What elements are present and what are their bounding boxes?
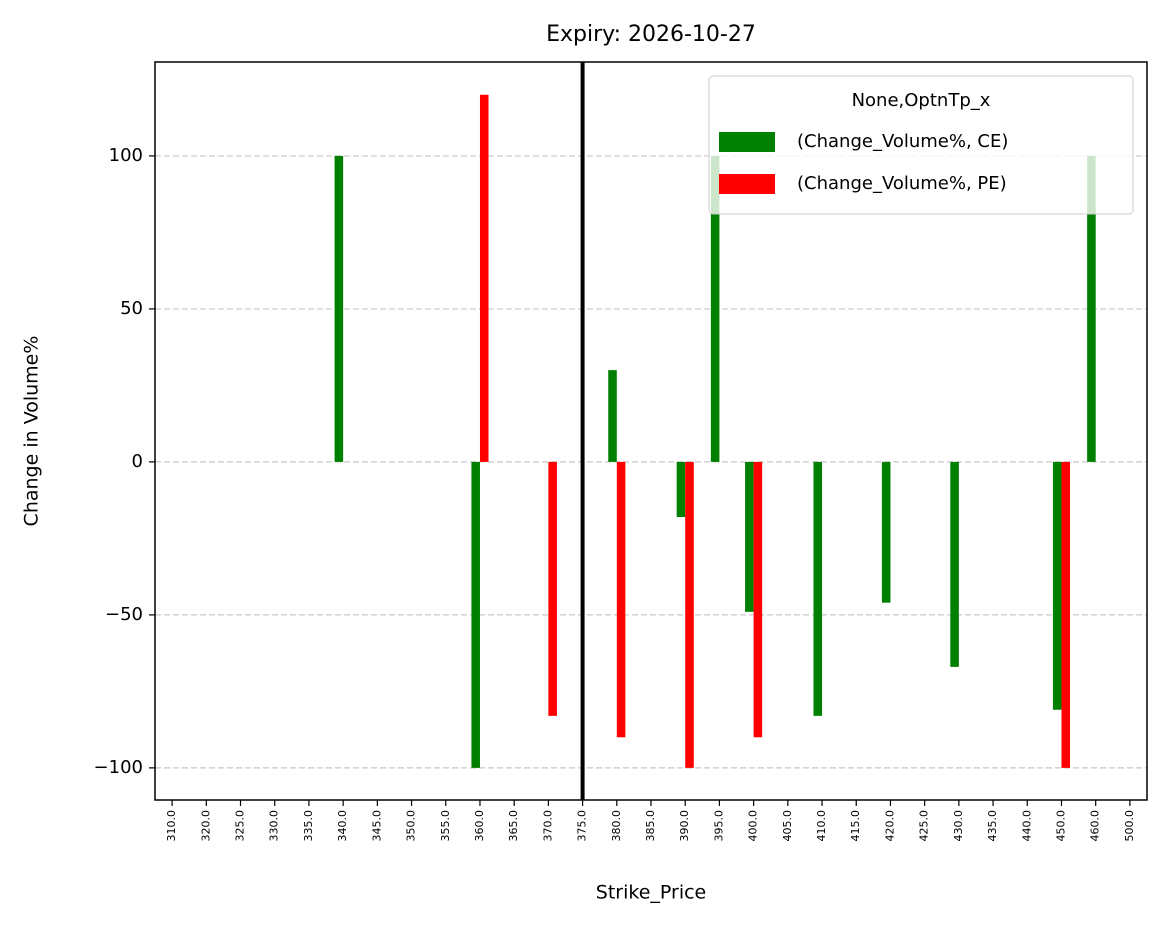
x-tick-label: 340.0 — [336, 810, 349, 842]
bar — [813, 461, 823, 716]
legend-label: (Change_Volume%, CE) — [797, 131, 1008, 152]
x-tick-label: 335.0 — [302, 810, 315, 842]
bar — [616, 461, 626, 738]
x-tick-label: 430.0 — [952, 810, 965, 842]
bar — [1061, 461, 1071, 768]
x-tick-label: 440.0 — [1020, 810, 1033, 842]
x-tick-label: 330.0 — [268, 810, 281, 842]
y-tick-label: 50 — [120, 298, 143, 319]
y-tick-label: 100 — [109, 145, 143, 166]
x-tick-label: 325.0 — [234, 810, 247, 842]
plot-frame — [154, 61, 1148, 801]
bar — [1052, 461, 1062, 710]
x-tick-label: 420.0 — [883, 810, 896, 842]
x-tick-label: 405.0 — [781, 810, 794, 842]
bar — [676, 461, 686, 517]
x-tick-label: 360.0 — [473, 810, 486, 842]
bar — [608, 370, 617, 462]
x-tick-label: 460.0 — [1089, 810, 1102, 842]
legend-label: (Change_Volume%, PE) — [797, 173, 1007, 194]
x-tick-label: 395.0 — [712, 810, 725, 842]
x-tick-label: 320.0 — [199, 810, 212, 842]
x-tick-label: 365.0 — [507, 810, 520, 842]
legend: None,OptnTp_x (Change_Volume%, CE) (Change… — [708, 75, 1134, 215]
bar — [950, 461, 959, 667]
bar — [471, 461, 480, 768]
bar — [548, 461, 557, 716]
x-axis-label: Strike_Price — [596, 882, 706, 904]
y-axis-label: Change in Volume% — [21, 336, 43, 527]
bar — [479, 94, 489, 462]
x-tick-label: 370.0 — [541, 810, 554, 842]
x-tick-label: 345.0 — [370, 810, 383, 842]
x-tick-label: 375.0 — [576, 810, 589, 842]
x-tick-label: 385.0 — [644, 810, 657, 842]
legend-title: None,OptnTp_x — [852, 90, 991, 111]
x-tick-label: 350.0 — [405, 810, 418, 842]
bar — [710, 155, 720, 462]
x-tick-label: 415.0 — [849, 810, 862, 842]
x-tick-label: 380.0 — [610, 810, 623, 842]
x-tick-label: 435.0 — [986, 810, 999, 842]
legend-swatch — [719, 174, 775, 194]
bar — [881, 461, 891, 603]
bar — [685, 461, 694, 768]
y-tick-label: −50 — [105, 604, 143, 625]
x-tick-label: 450.0 — [1054, 810, 1067, 842]
x-tick-label: 500.0 — [1123, 810, 1136, 842]
x-tick-label: 355.0 — [439, 810, 452, 842]
bar — [1087, 155, 1096, 462]
bar — [334, 155, 344, 462]
x-tick-label: 410.0 — [815, 810, 828, 842]
y-tick-label: −100 — [94, 757, 143, 778]
x-tick-label: 425.0 — [918, 810, 931, 842]
y-tick-label: 0 — [132, 451, 143, 472]
legend-swatch — [719, 132, 775, 152]
legend-frame — [708, 75, 1134, 215]
bar — [753, 461, 763, 738]
chart-title: Expiry: 2026-10-27 — [546, 22, 756, 47]
x-tick-label: 400.0 — [747, 810, 760, 842]
x-tick-label: 310.0 — [165, 810, 178, 842]
bar — [745, 461, 754, 612]
x-tick-label: 390.0 — [678, 810, 691, 842]
